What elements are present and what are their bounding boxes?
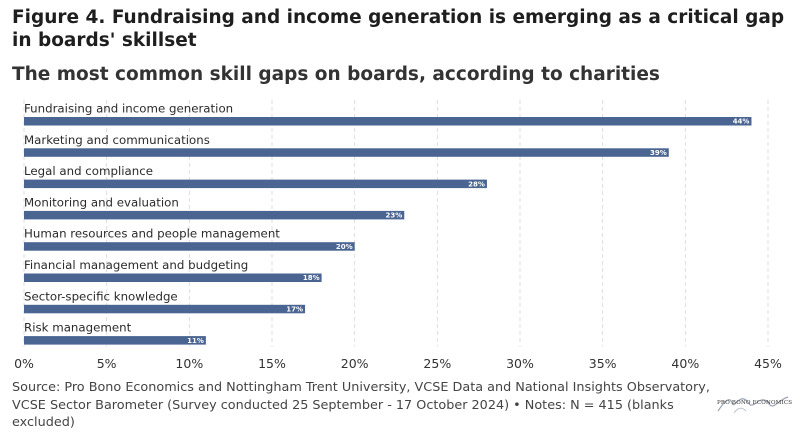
category-label: Monitoring and evaluation (24, 195, 179, 209)
logo-text: PRO BONO ECONOMICS (717, 400, 793, 406)
bar-value-label: 39% (650, 149, 667, 157)
category-label: Sector-specific knowledge (24, 289, 178, 303)
category-label: Risk management (24, 321, 132, 335)
chart-subtitle: The most common skill gaps on boards, ac… (12, 64, 660, 85)
category-label: Legal and compliance (24, 164, 153, 178)
bar (24, 304, 306, 314)
x-tick-label: 10% (175, 356, 203, 371)
bar-value-label: 28% (468, 180, 485, 188)
chart-title: Figure 4. Fundraising and income generat… (12, 7, 785, 51)
bar-value-label: 11% (187, 337, 204, 345)
category-label: Financial management and budgeting (24, 258, 248, 272)
x-tick-label: 25% (423, 356, 451, 371)
category-label: Fundraising and income generation (24, 102, 233, 116)
pro-bono-economics-logo (717, 396, 789, 414)
x-tick-label: 20% (341, 356, 369, 371)
bar-value-label: 44% (733, 118, 750, 126)
bar (24, 273, 322, 282)
x-tick-label: 5% (97, 356, 117, 371)
x-tick-label: 30% (506, 356, 534, 371)
x-tick-label: 15% (258, 356, 286, 371)
bar (24, 117, 752, 126)
category-label: Marketing and communications (24, 133, 210, 147)
category-label: Human resources and people management (24, 227, 280, 241)
bar (24, 242, 355, 251)
source-note: Source: Pro Bono Economics and Nottingha… (12, 380, 710, 430)
bar (24, 148, 669, 157)
bar-value-label: 20% (336, 243, 353, 251)
bar (24, 179, 487, 189)
bar (24, 336, 206, 345)
x-axis: 0% 5% 10% 15% 20% 25% 30% 35% 40% 45% (14, 356, 782, 371)
bar-value-label: 18% (303, 274, 320, 282)
bar-value-label: 23% (386, 212, 403, 220)
bars: Fundraising and income generation 44% Mark… (24, 102, 752, 345)
x-tick-label: 45% (754, 356, 782, 371)
bar (24, 210, 405, 220)
bar-value-label: 17% (286, 306, 303, 314)
x-tick-label: 0% (14, 356, 34, 371)
x-tick-label: 40% (671, 356, 699, 371)
x-tick-label: 35% (589, 356, 617, 371)
